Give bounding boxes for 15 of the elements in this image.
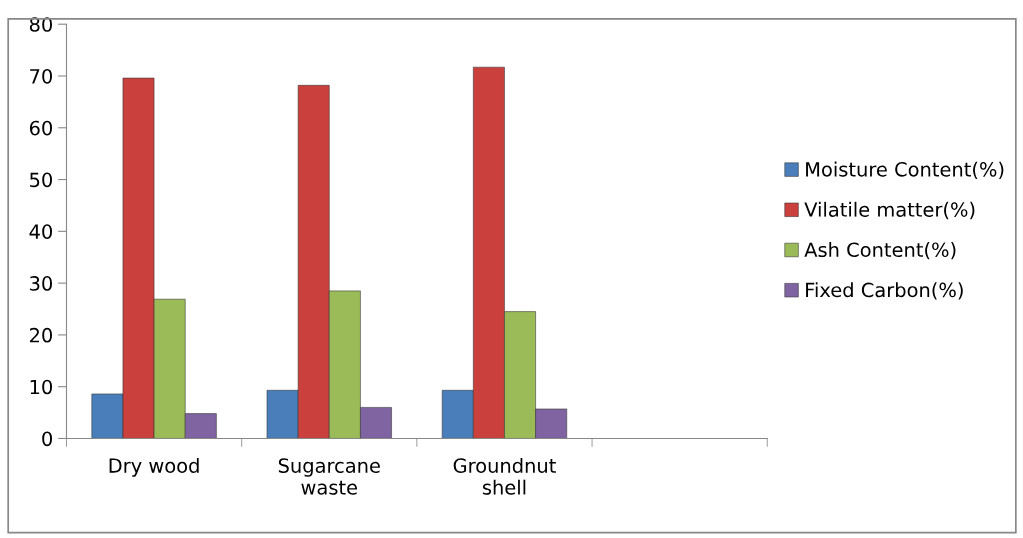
legend-label: Vilatile matter(%) xyxy=(804,201,975,220)
y-tick-label: 60 xyxy=(29,120,53,136)
y-tick-label: 0 xyxy=(42,431,53,447)
y-tick-label: 20 xyxy=(29,327,53,343)
legend-label: Ash Content(%) xyxy=(804,242,956,260)
legend-label: Moisture Content(%) xyxy=(806,161,1004,179)
y-tick-label: 70 xyxy=(30,68,53,84)
x-tick-label: Sugarcane waste xyxy=(278,458,380,495)
x-tick-label: Groundnut shell xyxy=(453,457,556,495)
y-tick-label: 10 xyxy=(30,379,53,395)
x-tick-label: Dry wood xyxy=(109,457,199,477)
y-tick-label: 50 xyxy=(30,172,53,188)
y-tick-label: 30 xyxy=(30,276,53,291)
y-tick-label: 40 xyxy=(29,224,53,239)
legend-label: Fixed Carbon(%) xyxy=(806,282,963,300)
